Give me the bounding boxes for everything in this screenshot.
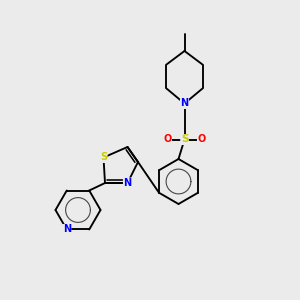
Text: O: O <box>197 134 206 145</box>
Text: O: O <box>163 134 172 145</box>
Text: N: N <box>123 178 132 188</box>
Text: N: N <box>63 224 71 235</box>
Text: N: N <box>180 98 189 109</box>
Text: S: S <box>181 134 188 145</box>
Text: S: S <box>100 152 107 163</box>
